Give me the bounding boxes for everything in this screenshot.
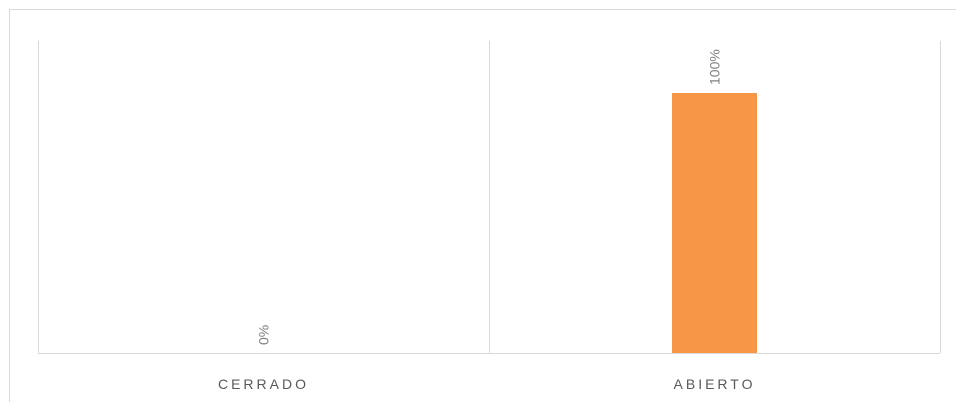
category-label-cerrado: CERRADO	[218, 376, 309, 392]
chart-frame	[9, 9, 956, 402]
category-label-abierto: ABIERTO	[674, 376, 756, 392]
bar-abierto	[672, 93, 757, 353]
plot-area: 0% CERRADO 100% ABIERTO	[38, 41, 941, 392]
data-label-cerrado: 0%	[256, 325, 272, 345]
data-label-abierto: 100%	[707, 49, 723, 85]
